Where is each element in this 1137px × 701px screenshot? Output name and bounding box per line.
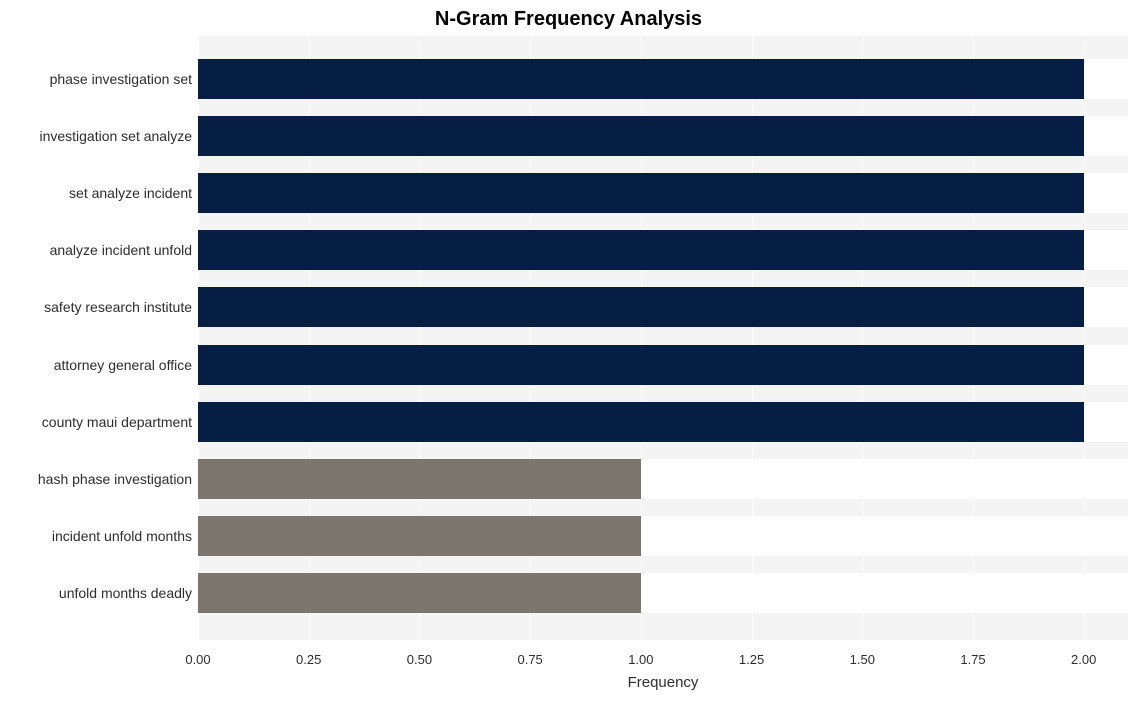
x-tick-label: 1.75 xyxy=(960,652,985,667)
grid-band xyxy=(198,499,1128,516)
bar xyxy=(198,459,641,499)
grid-band xyxy=(198,270,1128,287)
x-tick-label: 0.50 xyxy=(407,652,432,667)
y-tick-label: attorney general office xyxy=(54,357,192,373)
bar xyxy=(198,516,641,556)
y-tick-label: set analyze incident xyxy=(69,185,192,201)
chart-title: N-Gram Frequency Analysis xyxy=(0,8,1137,31)
bar xyxy=(198,116,1084,156)
grid-band xyxy=(198,156,1128,173)
x-tick-label: 0.00 xyxy=(185,652,210,667)
y-tick-label: investigation set analyze xyxy=(39,128,192,144)
bar xyxy=(198,173,1084,213)
chart-container: N-Gram Frequency Analysis Frequency phas… xyxy=(0,0,1137,701)
bar xyxy=(198,287,1084,327)
grid-band xyxy=(198,36,1128,59)
plot-area xyxy=(198,36,1128,640)
y-tick-label: county maui department xyxy=(42,414,192,430)
x-tick-label: 1.50 xyxy=(850,652,875,667)
bar xyxy=(198,230,1084,270)
grid-line xyxy=(1084,36,1085,640)
bar xyxy=(198,59,1084,99)
grid-band xyxy=(198,327,1128,344)
y-tick-label: analyze incident unfold xyxy=(50,242,192,258)
x-tick-label: 0.75 xyxy=(517,652,542,667)
bar xyxy=(198,345,1084,385)
grid-band xyxy=(198,99,1128,116)
y-tick-label: hash phase investigation xyxy=(38,471,192,487)
x-tick-label: 1.00 xyxy=(628,652,653,667)
x-tick-label: 2.00 xyxy=(1071,652,1096,667)
grid-band xyxy=(198,442,1128,459)
y-tick-label: safety research institute xyxy=(44,299,192,315)
grid-band xyxy=(198,556,1128,573)
grid-band xyxy=(198,613,1128,640)
x-tick-label: 1.25 xyxy=(739,652,764,667)
y-tick-label: incident unfold months xyxy=(52,528,192,544)
y-tick-label: phase investigation set xyxy=(50,71,192,87)
grid-band xyxy=(198,213,1128,230)
grid-band xyxy=(198,385,1128,402)
bar xyxy=(198,402,1084,442)
bar xyxy=(198,573,641,613)
y-tick-label: unfold months deadly xyxy=(59,585,192,601)
x-tick-label: 0.25 xyxy=(296,652,321,667)
x-axis-label: Frequency xyxy=(198,674,1128,691)
